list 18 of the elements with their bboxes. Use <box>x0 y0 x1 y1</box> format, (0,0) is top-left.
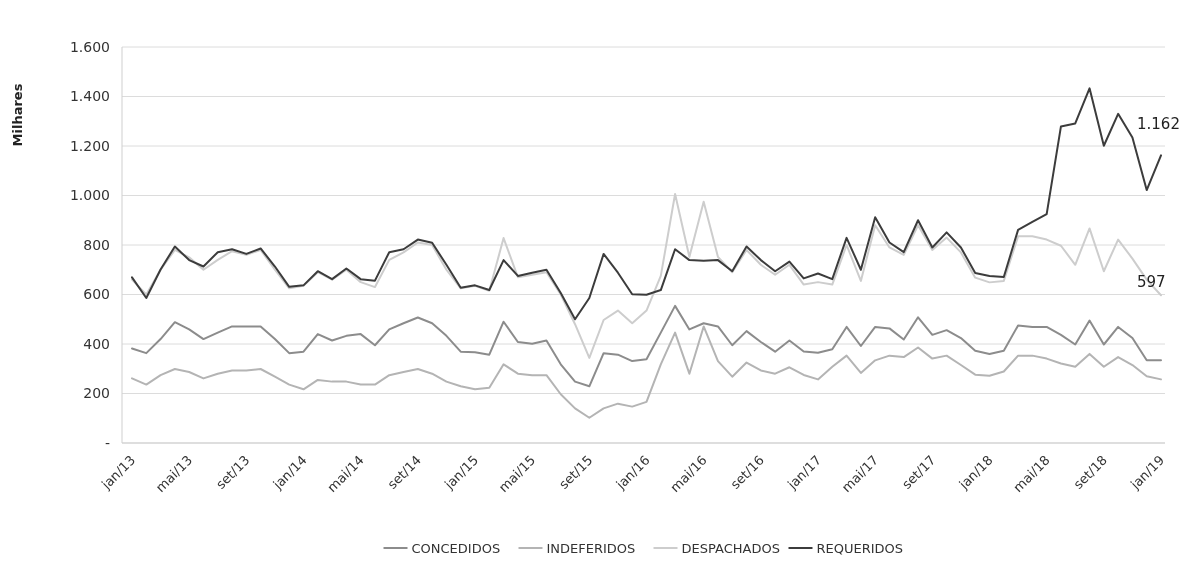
line-series <box>131 304 1162 388</box>
y-tick-label: 1.400 <box>69 88 110 105</box>
y-tick-label: - <box>104 434 110 451</box>
legend-label: INDEFERIDOS <box>546 540 636 556</box>
y-tick-label: 1.200 <box>69 137 110 154</box>
annotation: 1.162 <box>1137 115 1180 134</box>
y-tick-label: 1.600 <box>69 38 110 55</box>
y-tick-label: 200 <box>83 385 110 402</box>
annotation: 597 <box>1137 273 1166 292</box>
y-axis-title: Milhares <box>10 83 25 147</box>
legend-label: CONCEDIDOS <box>411 540 501 556</box>
y-tick-label: 1.000 <box>69 187 110 204</box>
legend-label: REQUERIDOS <box>816 540 904 556</box>
y-tick-label: 400 <box>83 335 110 352</box>
legend-label: DESPACHADOS <box>681 540 780 556</box>
y-tick-label: 600 <box>83 286 110 303</box>
line-series <box>131 325 1162 419</box>
y-tick-label: 800 <box>83 236 110 253</box>
